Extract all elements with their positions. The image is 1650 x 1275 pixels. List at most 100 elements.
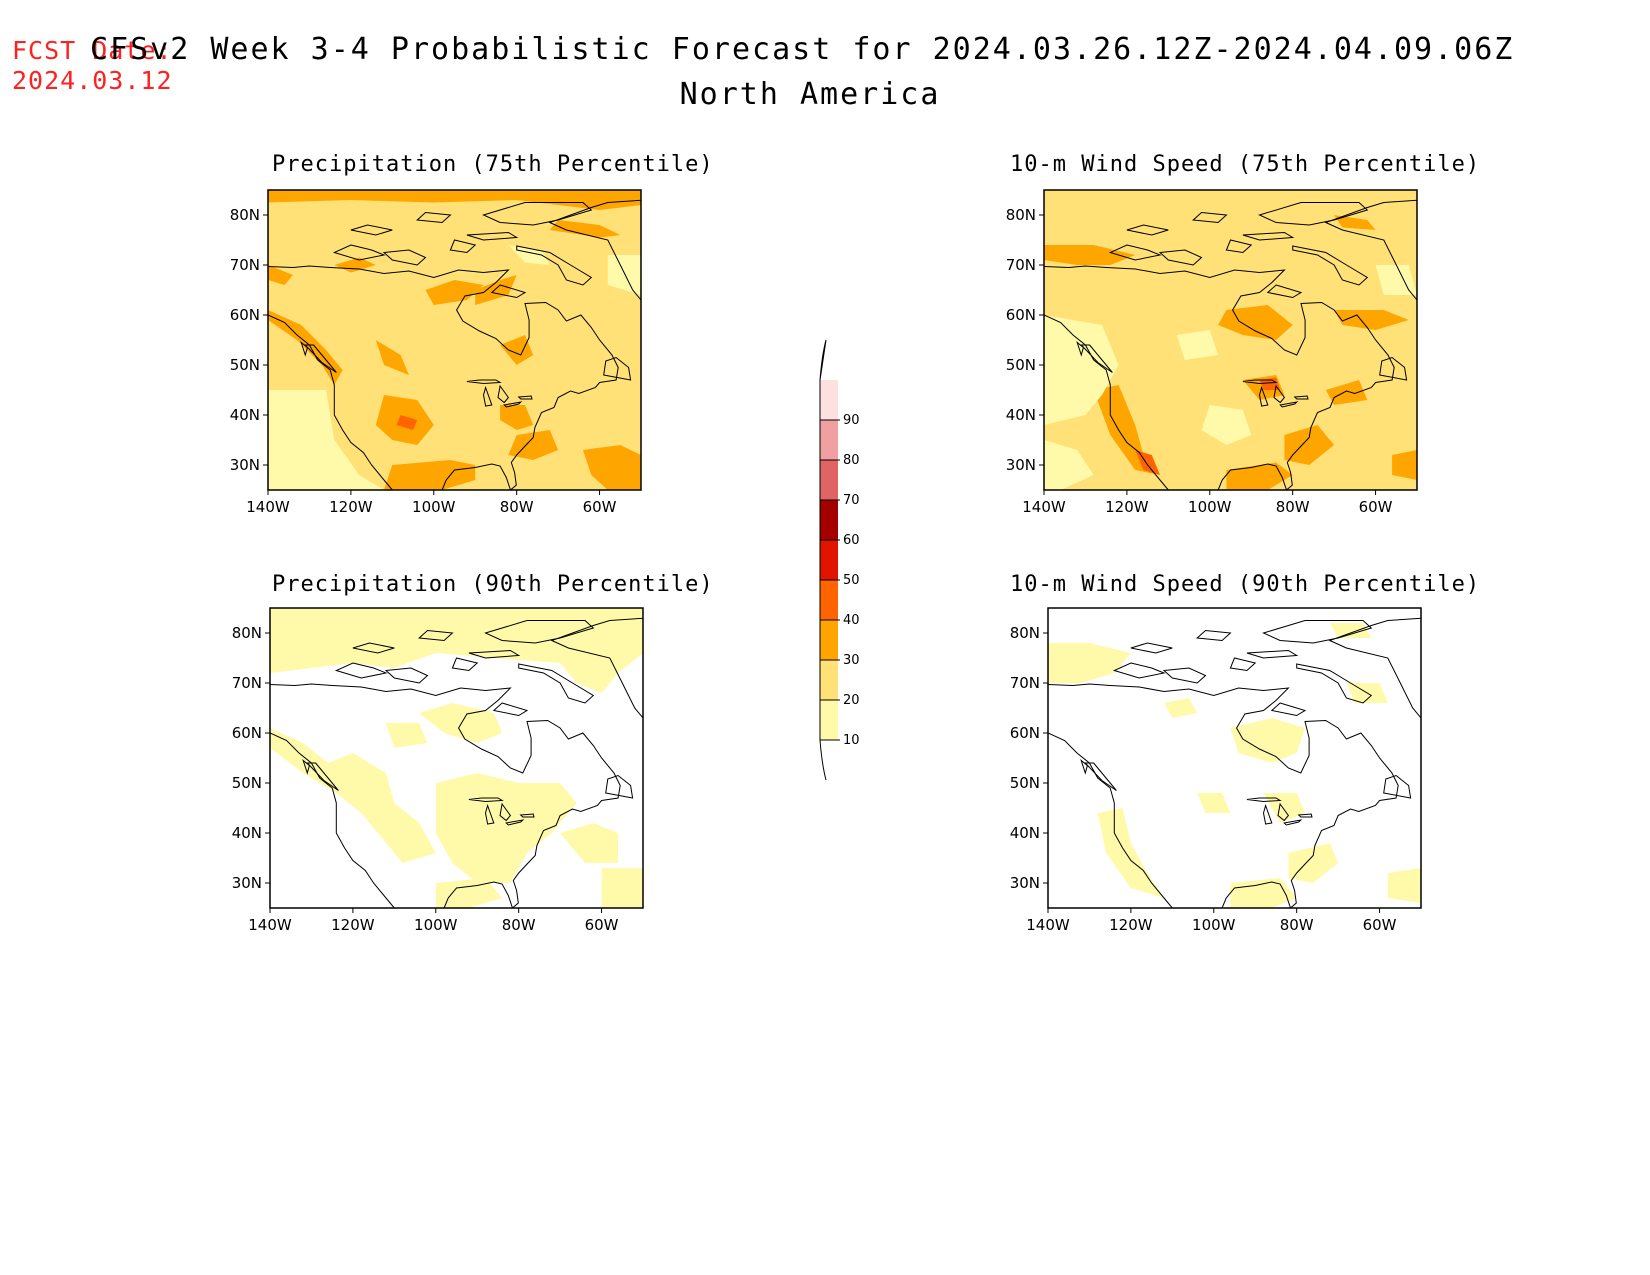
- island-outline: [1076, 341, 1084, 357]
- map-wind-75: 30N 40N 50N 60N 70N 80N 140W 120W 100W 80W 60W: [1006, 189, 1418, 516]
- probability-patch: [1044, 440, 1094, 490]
- island-outline: [1084, 762, 1117, 791]
- probability-patch: [1201, 405, 1252, 445]
- island-outline: [1126, 224, 1169, 236]
- panel-title-wind-75: 10-m Wind Speed (75th Percentile): [1010, 152, 1481, 177]
- island-outline: [603, 356, 632, 381]
- lon-tick-label: 80W: [500, 498, 534, 516]
- colorbar-cap: [819, 739, 827, 781]
- lat-tick-label: 50N: [1010, 774, 1040, 792]
- island-outline: [518, 663, 595, 704]
- probability-patch: [1218, 305, 1293, 340]
- island-outline: [519, 813, 535, 818]
- colorbar-label: 60: [843, 533, 860, 548]
- colorbar-cap: [819, 339, 827, 381]
- island-outline: [384, 667, 429, 684]
- island-outline: [1246, 649, 1299, 659]
- colorbar-swatch: [820, 700, 838, 740]
- island-outline: [1080, 759, 1088, 775]
- probability-patch: [1230, 878, 1297, 908]
- probability-patch: [419, 703, 503, 743]
- island-outline: [484, 620, 595, 644]
- lon-tick-label: 60W: [1359, 498, 1393, 516]
- probability-patch: [1392, 450, 1417, 480]
- colorbar-swatch: [820, 460, 838, 500]
- island-outline: [517, 395, 533, 400]
- colorbar-swatch: [820, 420, 838, 460]
- island-outline: [550, 617, 643, 719]
- lat-tick-label: 80N: [232, 624, 262, 642]
- probability-patch: [1048, 643, 1131, 683]
- island-outline: [449, 239, 477, 254]
- probability-patch: [1197, 793, 1231, 813]
- island-outline: [1196, 629, 1232, 642]
- island-outline: [1108, 244, 1162, 261]
- island-outline: [468, 797, 504, 803]
- probability-patch: [607, 255, 641, 295]
- island-outline: [1283, 819, 1303, 826]
- probability-patch: [601, 868, 643, 908]
- forecast-date: FCST Date: 2024.03.12: [12, 36, 173, 96]
- island-outline: [1328, 617, 1421, 719]
- island-outline: [1324, 199, 1417, 301]
- island-outline: [416, 211, 452, 224]
- island-outline: [1266, 284, 1303, 299]
- lat-tick-label: 40N: [1010, 824, 1040, 842]
- island-outline: [1379, 356, 1408, 381]
- probability-patch: [1288, 843, 1339, 883]
- probability-patch: [1334, 310, 1409, 330]
- lat-tick-label: 70N: [1010, 674, 1040, 692]
- lat-tick-label: 70N: [230, 256, 260, 274]
- island-outline: [484, 803, 495, 825]
- lat-tick-label: 70N: [1006, 256, 1036, 274]
- island-outline: [482, 385, 493, 407]
- probability-patch: [268, 190, 641, 210]
- island-outline: [1383, 774, 1412, 799]
- lon-tick-label: 140W: [1026, 916, 1070, 934]
- island-outline: [1273, 384, 1286, 404]
- lat-tick-label: 60N: [1010, 724, 1040, 742]
- probability-patch: [1375, 265, 1417, 295]
- fcst-label: FCST Date:: [12, 36, 173, 65]
- island-outline: [468, 649, 521, 659]
- island-outline: [302, 759, 310, 775]
- lat-tick-label: 40N: [1006, 406, 1036, 424]
- map-frame: [1043, 189, 1418, 491]
- island-outline: [1130, 642, 1173, 654]
- map-precip-75: 30N 40N 50N 60N 70N 80N 140W 120W 100W 80W 60W: [230, 189, 642, 516]
- island-outline: [1292, 245, 1369, 286]
- island-outline: [304, 344, 337, 373]
- lat-tick-label: 30N: [232, 874, 262, 892]
- island-outline: [300, 341, 308, 357]
- lat-tick-label: 70N: [232, 674, 262, 692]
- lat-tick-label: 40N: [232, 824, 262, 842]
- island-outline: [497, 384, 510, 404]
- probability-patch: [1387, 868, 1421, 903]
- island-outline: [466, 231, 519, 241]
- colorbar-label: 80: [843, 453, 860, 468]
- panel-title-precip-75: Precipitation (75th Percentile): [272, 152, 714, 177]
- probability-patch: [583, 445, 641, 490]
- lon-tick-label: 80W: [1280, 916, 1314, 934]
- island-outline: [382, 249, 427, 266]
- probability-patch: [1284, 425, 1335, 465]
- island-outline: [499, 802, 512, 822]
- lon-tick-label: 120W: [1105, 498, 1149, 516]
- coastline: [268, 265, 619, 490]
- lat-tick-label: 60N: [1006, 306, 1036, 324]
- probability-patch: [268, 390, 384, 490]
- probability-patch: [435, 773, 577, 883]
- lat-tick-label: 50N: [1006, 356, 1036, 374]
- probability-patch: [500, 405, 534, 430]
- probability-colorbar: 10 20 30 40 50 60 70 80 90: [819, 339, 860, 781]
- probability-patch: [375, 340, 409, 375]
- island-outline: [1242, 231, 1295, 241]
- island-outline: [605, 774, 634, 799]
- colorbar-swatch: [820, 580, 838, 620]
- island-outline: [332, 244, 386, 261]
- probability-patch: [1334, 215, 1376, 230]
- island-outline: [1262, 620, 1373, 644]
- coastline: [1048, 683, 1399, 908]
- probability-patch: [396, 415, 418, 430]
- island-outline: [548, 199, 641, 301]
